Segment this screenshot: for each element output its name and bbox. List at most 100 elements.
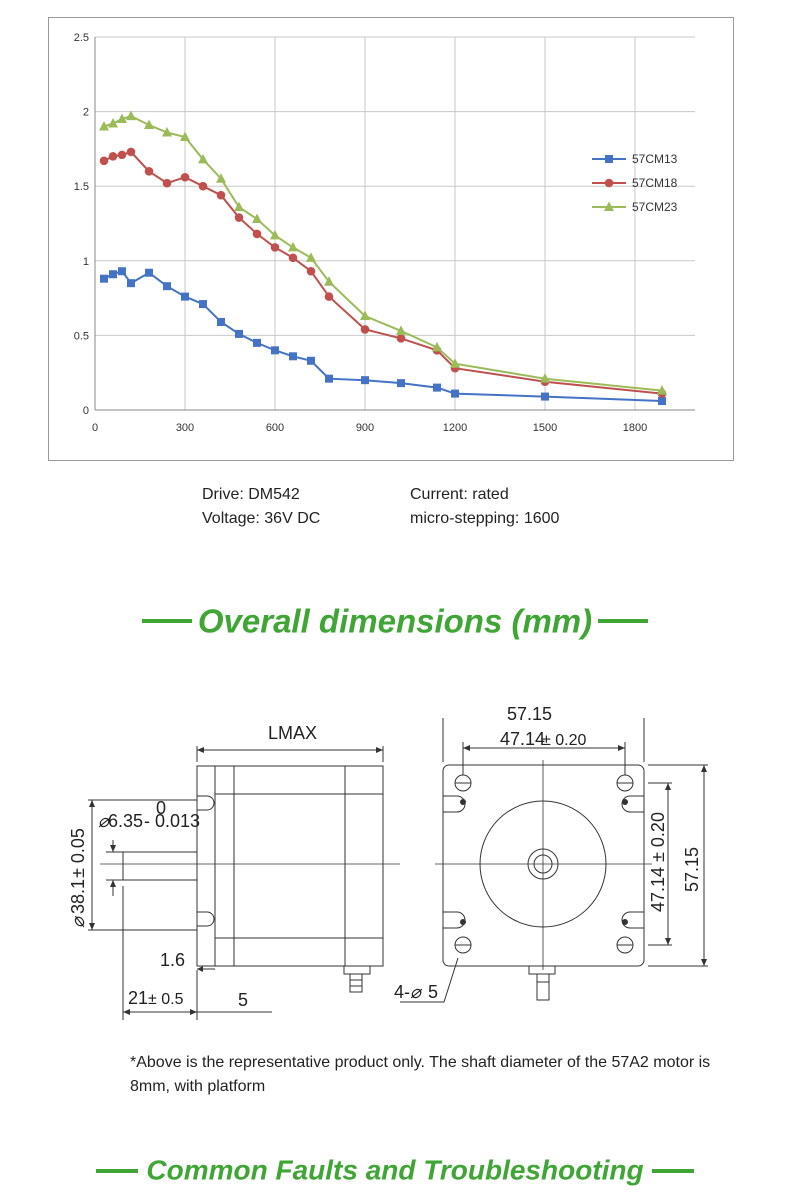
heading-rule-left	[96, 1168, 139, 1173]
data-point-57CM13	[307, 356, 315, 365]
x-tick-label: 600	[266, 422, 284, 434]
data-point-57CM23	[657, 385, 667, 395]
flange-thickness: 1.6	[160, 950, 185, 970]
data-point-57CM23	[198, 153, 208, 164]
motor-body	[214, 765, 384, 967]
product-note: *Above is the representative product onl…	[130, 1054, 711, 1095]
y-tick-label: 0	[83, 405, 89, 417]
pilot-diameter: 38.1	[68, 879, 88, 914]
motor-shaft	[122, 851, 198, 881]
data-point-57CM18	[360, 325, 370, 334]
y-tick-label: 1.5	[74, 181, 89, 193]
data-point-57CM18	[216, 190, 226, 200]
data-point-57CM18	[117, 150, 127, 160]
data-point-57CM23	[252, 213, 262, 224]
data-point-57CM13	[217, 317, 225, 326]
data-point-57CM23	[117, 113, 127, 124]
data-point-57CM13	[127, 279, 135, 288]
data-point-57CM18	[180, 172, 190, 182]
data-point-57CM13	[541, 392, 549, 401]
data-point-57CM18	[126, 147, 136, 157]
data-point-57CM23	[108, 118, 118, 128]
hole-spacing-tol: ± 0.20	[542, 732, 586, 749]
x-tick-label: 300	[176, 422, 194, 434]
series-line-57CM18	[103, 150, 663, 395]
series-line-57CM23	[103, 115, 663, 392]
dimension-drawing: LMAX 0 ⌀ 6.35 - 0.013 ⌀ 38.1 ± 0.05 1.6 …	[68, 704, 708, 1020]
y-tick-label: 2.5	[74, 32, 89, 44]
motor-front-face	[442, 764, 645, 967]
data-point-57CM13	[109, 270, 117, 279]
data-point-57CM18	[234, 213, 244, 222]
data-point-57CM23	[360, 310, 370, 321]
data-point-57CM23	[180, 131, 190, 141]
shaft-tol-zero: 0	[156, 798, 166, 818]
data-point-57CM18	[99, 156, 109, 166]
x-tick-label: 0	[92, 422, 98, 434]
overall-width: 57.15	[507, 704, 552, 724]
data-point-57CM23	[234, 201, 244, 212]
data-point-57CM18	[324, 292, 334, 301]
shaft-diameter: 6.35	[108, 811, 143, 831]
data-point-57CM18	[252, 229, 262, 239]
x-tick-label: 900	[356, 422, 374, 434]
legend-label-57CM13: 57CM13	[632, 152, 678, 166]
faults-heading: Common Faults and Troubleshooting	[0, 1153, 790, 1187]
data-point-57CM13	[118, 267, 126, 276]
x-tick-label: 1200	[443, 422, 467, 434]
data-point-57CM18	[270, 243, 280, 252]
data-point-57CM18	[144, 166, 154, 176]
current-label: Current: rated	[410, 486, 509, 503]
data-point-57CM13	[433, 383, 441, 392]
data-point-57CM13	[253, 338, 261, 347]
voltage-label: Voltage: 36V DC	[202, 510, 321, 527]
side-connector	[343, 965, 371, 975]
torque-speed-chart: 0 0.5 1 1.5 2 2.5 0 300 600 900 1200 1500 1800 57CM13…	[74, 32, 695, 434]
data-point-57CM23	[99, 121, 109, 131]
data-point-57CM13	[397, 379, 405, 388]
pilot-diameter-symbol: ⌀	[68, 915, 88, 928]
dimensions-heading: Overall dimensions (mm)	[0, 600, 790, 640]
data-point-57CM18	[306, 266, 316, 276]
faults-heading-text: Common Faults and Troubleshooting	[146, 1154, 644, 1186]
data-point-57CM13	[145, 268, 153, 277]
pilot-diameter-tol: ± 0.05	[68, 828, 88, 878]
data-point-57CM23	[450, 358, 460, 368]
data-point-57CM23	[432, 341, 442, 352]
y-tick-label: 0.5	[74, 330, 89, 342]
y-tick-label: 1	[83, 256, 89, 268]
hole-spacing: 47.14	[500, 729, 545, 749]
data-point-57CM13	[235, 329, 243, 338]
data-point-57CM23	[162, 126, 172, 137]
data-point-57CM18	[396, 334, 406, 343]
data-point-57CM13	[451, 389, 459, 398]
x-tick-label: 1500	[533, 422, 557, 434]
data-point-57CM23	[144, 119, 154, 130]
legend-label-57CM23: 57CM23	[632, 200, 678, 214]
drive-label: Drive: DM542	[202, 486, 300, 503]
data-point-57CM13	[271, 346, 279, 355]
data-point-57CM18	[162, 178, 172, 188]
data-point-57CM23	[270, 229, 280, 240]
legend-marker-57CM13	[605, 155, 613, 163]
hole-count: 4-	[394, 982, 410, 1002]
hole-diameter-symbol: ⌀	[410, 982, 423, 1002]
shaft-length: 21	[128, 988, 148, 1008]
data-point-57CM23	[306, 252, 316, 262]
shaft-length-tol: ± 0.5	[148, 991, 184, 1008]
hole-diameter: 5	[428, 982, 438, 1002]
shaft-diameter-tol: - 0.013	[144, 811, 200, 831]
data-point-57CM18	[198, 181, 208, 191]
data-point-57CM13	[181, 292, 189, 301]
data-point-57CM23	[324, 276, 334, 286]
data-point-57CM13	[163, 282, 171, 291]
diameter-symbol: ⌀	[98, 811, 111, 831]
data-point-57CM23	[126, 110, 136, 121]
legend-label-57CM18: 57CM18	[632, 176, 678, 190]
lmax-label: LMAX	[268, 723, 317, 743]
data-point-57CM23	[396, 325, 406, 335]
data-point-57CM23	[216, 173, 226, 183]
data-point-57CM13	[199, 300, 207, 309]
heading-rule-right	[598, 619, 649, 624]
data-point-57CM13	[289, 352, 297, 361]
